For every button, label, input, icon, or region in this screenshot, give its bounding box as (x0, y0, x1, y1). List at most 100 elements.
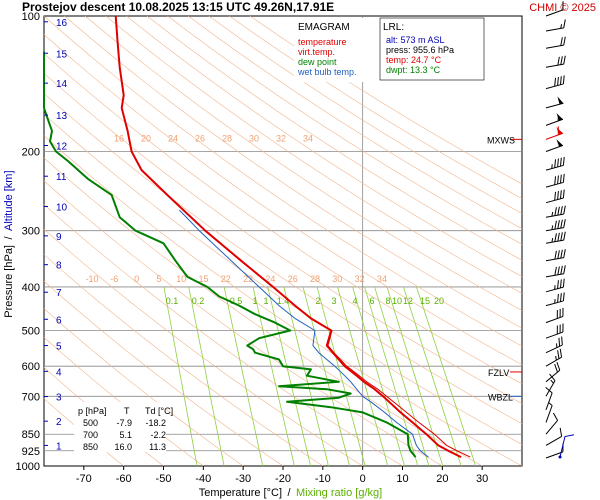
wind-full-barb (554, 191, 557, 201)
mixing-line-6 (337, 286, 389, 467)
wind-barbs (545, 1, 575, 459)
x-axis-label: Temperature [°C] / Mixing ratio [g/kg] (199, 487, 382, 499)
x-axis-label-sep: / (287, 487, 291, 499)
table-cell: 850 (83, 442, 98, 452)
wind-barb (545, 265, 566, 278)
wind-shaft (545, 9, 564, 17)
wind-full-barb (563, 249, 566, 258)
wind-shaft (545, 27, 564, 32)
wind-shaft (545, 63, 564, 68)
mixing-line-0.5 (223, 286, 264, 467)
dry-adiabat-label: 15 (198, 274, 208, 284)
wind-barb (545, 19, 566, 32)
wind-full-barb (558, 337, 561, 347)
mixing-line-10 (364, 286, 419, 467)
mixing-ratio-label: 4 (352, 296, 357, 306)
wind-full-barb (554, 176, 557, 185)
wind-full-barb (556, 325, 558, 335)
pressure-tick-100: 100 (22, 11, 40, 23)
dry-adiabat-label: -10 (85, 274, 98, 284)
temperature-tick--50: -50 (156, 473, 172, 485)
table-cell: 11.3 (149, 442, 166, 452)
dry-adiabat (43, 135, 523, 467)
wind-full-barb (554, 250, 557, 260)
mixing-line-1.4 (267, 286, 312, 467)
dry-adiabat (208, 15, 523, 214)
dry-adiabat-label: 30 (249, 133, 259, 143)
wind-full-barb (559, 157, 562, 167)
legend: EMAGRAM temperature virt.temp. dew point… (294, 18, 378, 82)
pressure-tick-200: 200 (22, 146, 40, 158)
wind-barb (545, 348, 563, 367)
mixing-ratio-label: 3 (331, 296, 336, 306)
dry-adiabat-label: -6 (110, 274, 118, 284)
wind-full-barb (560, 265, 563, 275)
dry-adiabat (43, 15, 523, 347)
table-header-t: T (124, 406, 130, 416)
wind-barb (545, 402, 553, 423)
dry-adiabat-label: 5 (156, 274, 161, 284)
temperature-tick-0: 0 (360, 473, 366, 485)
mixing-line-8 (352, 286, 405, 467)
altitude-tick-8: 8 (56, 261, 62, 272)
pressure-ticks: 100 200 300 400 500 600 700 850 925 1000 (16, 11, 40, 473)
wind-full-barb (557, 266, 560, 275)
wind-half-barb (554, 285, 556, 290)
mixing-line-20 (403, 286, 462, 467)
wind-barb (545, 189, 565, 204)
mixing-line-0.1 (163, 286, 198, 467)
wind-barb (545, 173, 565, 188)
level-label-fzlv: FZLV (488, 368, 509, 378)
dry-adiabat-label: 32 (355, 274, 365, 284)
wind-full-barb (559, 190, 562, 199)
series-dew-point (43, 51, 417, 458)
pressure-tick-500: 500 (22, 326, 40, 338)
dry-adiabat (105, 15, 523, 294)
mixing-ratio-label: 1.4 (277, 296, 290, 306)
pressure-tick-1000: 1000 (16, 461, 40, 473)
wind-full-barb (562, 173, 565, 183)
wind-full-barb (560, 219, 563, 229)
wind-shaft (545, 44, 564, 49)
mixing-line-12 (374, 286, 430, 467)
dry-adiabat (43, 308, 244, 467)
wind-barb (545, 126, 564, 140)
wind-full-barb (557, 280, 559, 289)
wind-pennant (556, 139, 563, 147)
mixing-ratio-label: 10 (392, 296, 402, 306)
wind-full-barb (563, 219, 566, 228)
wind-full-barb (552, 412, 559, 421)
legend-dew-point: dew point (298, 57, 337, 67)
dry-adiabat-label: 32 (276, 133, 286, 143)
dry-adiabat (126, 15, 523, 277)
temperature-ticks: -70 -60 -50 -40 -30 -20 -10 0 10 20 30 (76, 466, 488, 485)
temperature-tick-20: 20 (436, 473, 448, 485)
table-cell: -2.2 (150, 430, 166, 440)
mixing-ratio-label: 1 (252, 296, 257, 306)
dry-adiabat (43, 254, 323, 467)
wind-full-barb (562, 156, 565, 166)
wind-barb (545, 336, 563, 354)
wind-barb (545, 373, 556, 397)
wind-full-barb (563, 231, 566, 241)
wind-full-barb (554, 159, 557, 168)
temperature-tick--10: -10 (315, 473, 331, 485)
wind-full-barb (557, 250, 560, 259)
wind-full-barb (559, 308, 561, 318)
altitude-tick-4: 4 (56, 367, 62, 378)
table-cell: 500 (83, 418, 98, 428)
mixing-ratio-label: 15 (420, 296, 430, 306)
lrl-dwpt: dwpt: 13.3 °C (386, 65, 441, 75)
wind-barb (545, 96, 564, 109)
altitude-tick-11: 11 (56, 172, 67, 183)
wind-full-barb (563, 19, 566, 28)
series-wet-bulb-temp (179, 209, 429, 458)
wind-full-barb (557, 220, 560, 229)
dry-adiabat (167, 15, 523, 245)
wind-full-barb (559, 279, 562, 288)
x-axis-label-temperature: Temperature [°C] (199, 487, 282, 499)
y-axis-label-altitude: Altitude [km] (3, 170, 15, 231)
wind-full-barb (563, 205, 566, 215)
wind-barb (545, 323, 564, 339)
